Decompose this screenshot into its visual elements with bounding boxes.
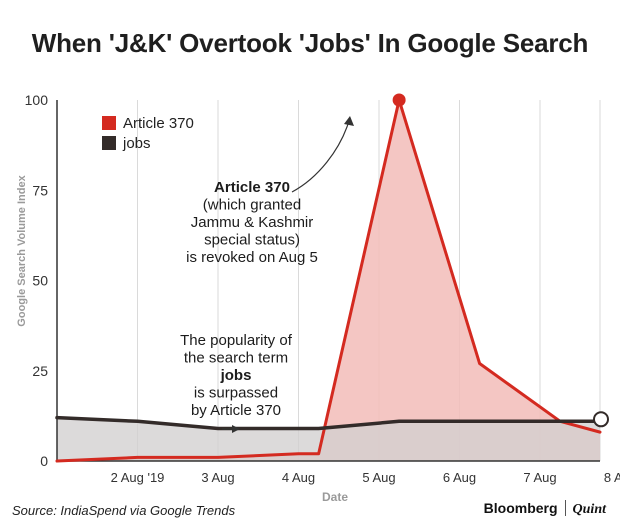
x-tick-label: 5 Aug <box>362 470 395 485</box>
source-note: Source: IndiaSpend via Google Trends <box>12 503 236 518</box>
x-tick-label: 3 Aug <box>201 470 234 485</box>
y-tick-label: 0 <box>40 453 48 469</box>
legend-swatch <box>102 116 116 130</box>
x-axis-label: Date <box>322 490 348 504</box>
legend-label: Article 370 <box>123 115 194 132</box>
chart-title: When 'J&K' Overtook 'Jobs' In Google Sea… <box>31 28 589 58</box>
annotation-revocation-line: Article 370 <box>214 179 290 196</box>
series-line-article-370 <box>55 98 602 463</box>
y-tick-label: 75 <box>32 182 48 198</box>
annotation-arrowhead <box>232 425 240 433</box>
x-tick-label: 7 Aug <box>523 470 556 485</box>
brand-quint: Quint <box>572 502 606 517</box>
publisher-logo: Bloomberg Quint <box>484 500 606 518</box>
brand-divider <box>564 500 566 516</box>
annotation-arrow <box>291 120 350 193</box>
series-line-jobs <box>55 415 602 431</box>
y-tick-label: 25 <box>32 363 48 379</box>
x-tick-label: 2 Aug '19 <box>111 470 165 485</box>
end-point-marker <box>593 411 609 428</box>
annotation-revocation-line: is revoked on Aug 5 <box>186 249 318 266</box>
annotation-jobs-line: jobs <box>220 367 252 384</box>
y-axis-label: Google Search Volume Index <box>16 174 28 326</box>
peak-point-marker <box>392 93 406 107</box>
y-tick-label: 100 <box>25 92 49 108</box>
area-jobs <box>57 417 600 461</box>
area-article-370 <box>57 100 600 461</box>
x-tick-label: 8 Aug <box>604 470 620 485</box>
legend-swatch <box>102 136 116 150</box>
annotation-jobs-line: by Article 370 <box>191 402 281 419</box>
annotation-revocation-line: (which granted <box>203 197 301 214</box>
x-tick-label: 6 Aug <box>443 470 476 485</box>
legend-label: jobs <box>122 135 151 152</box>
y-tick-label: 50 <box>32 273 48 289</box>
annotation-revocation-line: special status) <box>204 232 300 249</box>
annotation-jobs-line: The popularity of <box>180 332 293 349</box>
annotation-jobs-line: is surpassed <box>194 385 278 402</box>
brand-bloomberg: Bloomberg <box>483 500 558 516</box>
annotation-jobs-line: the search term <box>184 350 288 367</box>
annotation-revocation-line: Jammu & Kashmir <box>191 214 314 231</box>
x-tick-label: 4 Aug <box>282 470 315 485</box>
annotation-arrowhead <box>344 116 354 126</box>
